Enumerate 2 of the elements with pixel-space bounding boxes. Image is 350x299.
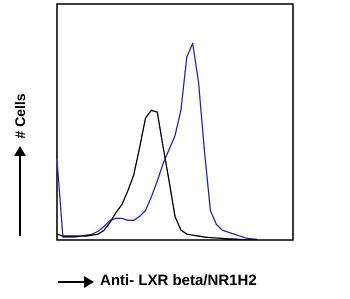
y-axis-title: # Cells (12, 93, 28, 139)
x-axis-title: Anti- LXR beta/NR1H2 (100, 272, 257, 289)
